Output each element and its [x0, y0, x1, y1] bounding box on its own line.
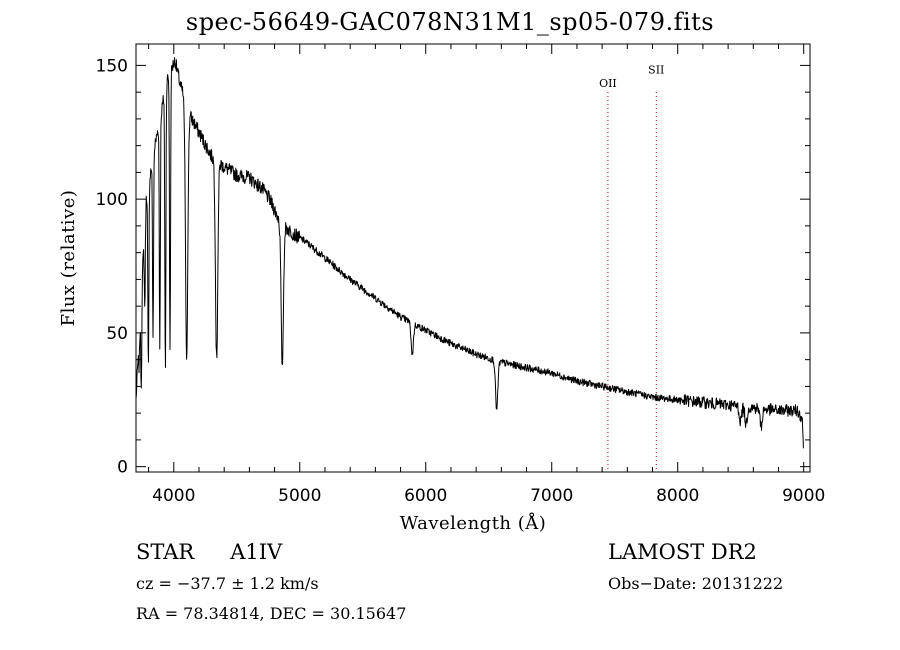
x-tick-label: 4000 [152, 486, 195, 506]
x-tick-label: 8000 [656, 486, 699, 506]
survey-name: LAMOST DR2 [608, 540, 757, 564]
y-tick-label: 100 [96, 190, 128, 210]
y-tick-label: 50 [106, 324, 128, 344]
x-tick-label: 9000 [782, 486, 825, 506]
x-tick-label: 6000 [404, 486, 447, 506]
coordinates: RA = 78.34814, DEC = 30.15647 [136, 604, 407, 623]
object-type: STAR [136, 540, 195, 564]
line-marker-label: OII [599, 77, 617, 90]
redshift-velocity: cz = −37.7 ± 1.2 km/s [136, 574, 319, 593]
x-tick-label: 7000 [530, 486, 573, 506]
plot-frame [135, 43, 811, 473]
object-class: STAR A1IV [136, 540, 282, 564]
y-tick-label: 150 [96, 56, 128, 76]
y-axis-label: Flux (relative) [58, 190, 79, 327]
y-tick-label: 0 [117, 458, 128, 478]
line-marker-label: SII [648, 63, 664, 76]
x-tick-label: 5000 [278, 486, 321, 506]
spectrum-line [135, 57, 804, 449]
spectral-subclass: A1IV [230, 540, 283, 564]
observation-date: Obs−Date: 20131222 [608, 574, 784, 593]
chart-title: spec-56649-GAC078N31M1_sp05-079.fits [185, 8, 715, 36]
x-axis-label: Wavelength (Å) [400, 512, 547, 534]
